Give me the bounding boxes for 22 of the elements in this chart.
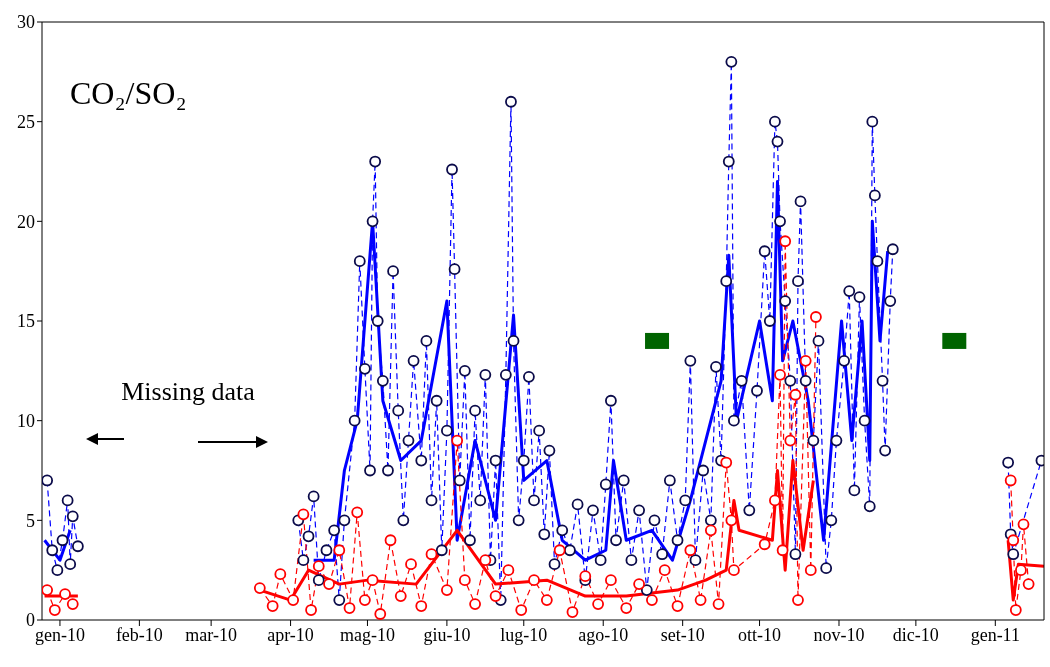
x-tick-label: feb-10: [115, 624, 163, 645]
x-tick-label: set-10: [660, 624, 705, 645]
x-tick-label: ago-10: [578, 624, 629, 645]
text: CO₂/SO₂: [70, 75, 187, 111]
annotation: Missing data: [121, 377, 256, 406]
y-tick-label: 10: [17, 411, 35, 432]
x-tick-label: gen-11: [970, 624, 1020, 645]
x-tick-label: ott-10: [738, 624, 782, 645]
y-tick-label: 20: [17, 211, 35, 232]
y-tick-label: 0: [26, 610, 35, 631]
x-tick-label: mar-10: [185, 624, 237, 645]
x-tick-label: gen-10: [34, 624, 85, 645]
x-tick-label: giu-10: [423, 624, 471, 645]
y-tick-label: 25: [17, 112, 35, 133]
x-tick-label: lug-10: [500, 624, 548, 645]
x-tick-label: nov-10: [813, 624, 865, 645]
x-tick-label: apr-10: [267, 624, 314, 645]
x-tick-label: dic-10: [892, 624, 939, 645]
x-tick-label: mag-10: [339, 624, 395, 645]
y-tick-label: 30: [17, 12, 35, 33]
y-tick-label: 15: [17, 311, 35, 332]
y-tick-label: 5: [26, 510, 35, 531]
